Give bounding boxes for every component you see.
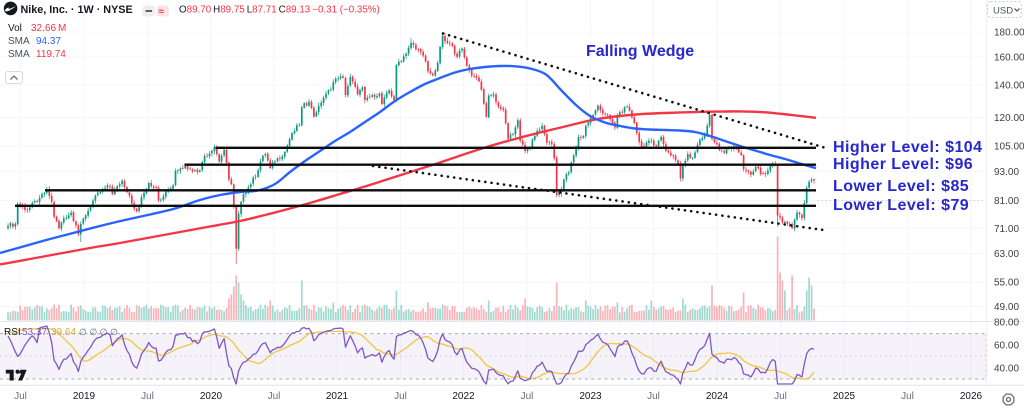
svg-text:32.66 M: 32.66 M	[31, 23, 66, 34]
svg-text:94.37: 94.37	[36, 36, 61, 47]
svg-text:81.00: 81.00	[994, 196, 1019, 207]
svg-text:Jul: Jul	[521, 391, 534, 402]
svg-text:≈: ≈	[159, 7, 165, 18]
svg-text:2023: 2023	[579, 391, 602, 402]
svg-text:80.00: 80.00	[994, 318, 1019, 329]
svg-text:180.00: 180.00	[994, 28, 1024, 39]
svg-text:2025: 2025	[833, 391, 856, 402]
svg-text:60.00: 60.00	[994, 341, 1019, 352]
svg-text:Vol: Vol	[8, 23, 22, 34]
svg-text:Jul: Jul	[774, 391, 787, 402]
svg-text:2024: 2024	[706, 391, 729, 402]
svg-text:Falling Wedge: Falling Wedge	[586, 43, 694, 60]
svg-text:Jul: Jul	[268, 391, 281, 402]
svg-text:49.00: 49.00	[994, 302, 1019, 313]
svg-text:55.00: 55.00	[994, 278, 1019, 289]
svg-text:140.00: 140.00	[994, 81, 1024, 92]
svg-text:SMA: SMA	[8, 49, 30, 60]
svg-text:Jul: Jul	[394, 391, 407, 402]
svg-text:Jul: Jul	[901, 391, 914, 402]
svg-text:120.00: 120.00	[994, 113, 1024, 124]
svg-text:Lower Level: $79: Lower Level: $79	[833, 197, 969, 214]
svg-text:Nike, Inc. · 1W · NYSE: Nike, Inc. · 1W · NYSE	[21, 4, 133, 16]
svg-text:Jul: Jul	[647, 391, 660, 402]
svg-text:Lower Level: $85: Lower Level: $85	[833, 178, 969, 195]
svg-text:2026: 2026	[960, 391, 983, 402]
svg-text:63.00: 63.00	[994, 249, 1019, 260]
svg-text:93.00: 93.00	[994, 167, 1019, 178]
svg-text:119.74: 119.74	[36, 49, 66, 60]
svg-text:40.00: 40.00	[994, 363, 1019, 374]
svg-text:39.64: 39.64	[51, 327, 76, 338]
svg-text:∅ ∅ ∅ ∅: ∅ ∅ ∅ ∅	[79, 327, 118, 337]
svg-text:2021: 2021	[326, 391, 349, 402]
svg-text:105.00: 105.00	[994, 141, 1024, 152]
svg-text:Higher Level: $104: Higher Level: $104	[833, 139, 983, 156]
svg-text:USD: USD	[993, 6, 1013, 17]
svg-text:160.00: 160.00	[994, 52, 1024, 63]
svg-text:2020: 2020	[200, 391, 223, 402]
svg-text:2022: 2022	[452, 391, 475, 402]
svg-text:Higher Level: $96: Higher Level: $96	[833, 156, 973, 173]
svg-text:SMA: SMA	[8, 36, 30, 47]
svg-text:71.00: 71.00	[994, 224, 1019, 235]
svg-text:O89.70 H89.75 L87.71 C89.13 −0: O89.70 H89.75 L87.71 C89.13 −0.31 (−0.35…	[179, 5, 380, 16]
svg-text:2019: 2019	[73, 391, 96, 402]
svg-text:Jul: Jul	[14, 391, 27, 402]
svg-text:53.37: 53.37	[22, 327, 47, 338]
svg-text:RSI: RSI	[4, 327, 21, 338]
svg-text:Jul: Jul	[141, 391, 154, 402]
